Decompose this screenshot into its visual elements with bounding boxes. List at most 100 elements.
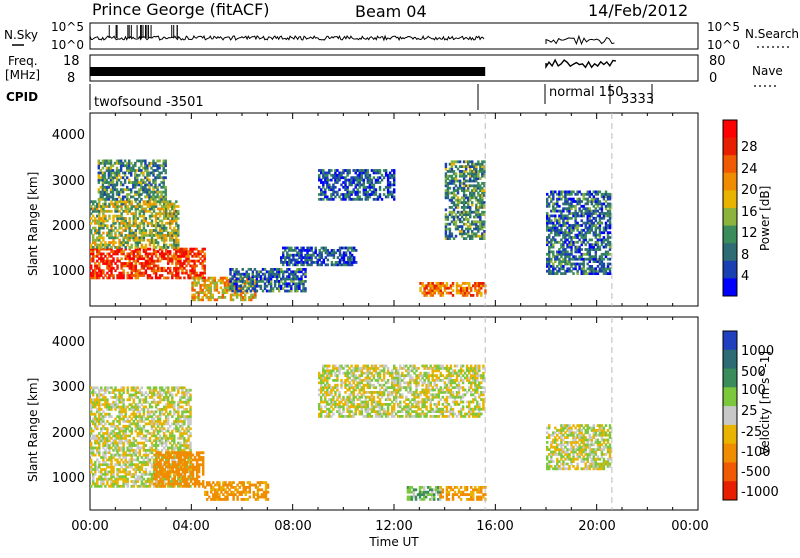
heatmap-cell bbox=[359, 172, 361, 175]
heatmap-cell bbox=[116, 250, 118, 253]
heatmap-cell bbox=[139, 449, 141, 452]
heatmap-cell bbox=[572, 272, 574, 275]
heatmap-cell bbox=[145, 229, 147, 232]
heatmap-cell bbox=[122, 449, 124, 452]
heatmap-cell bbox=[250, 290, 252, 293]
heatmap-cell bbox=[129, 220, 131, 223]
heatmap-cell bbox=[149, 244, 151, 247]
heatmap-cell bbox=[114, 227, 116, 230]
heatmap-cell bbox=[268, 290, 270, 293]
heatmap-cell bbox=[133, 401, 135, 404]
heatmap-cell bbox=[139, 227, 141, 230]
heatmap-cell bbox=[118, 461, 120, 464]
heatmap-cell bbox=[153, 203, 155, 206]
heatmap-cell bbox=[481, 168, 483, 171]
heatmap-cell bbox=[153, 205, 155, 208]
heatmap-cell bbox=[276, 280, 278, 283]
heatmap-cell bbox=[108, 176, 110, 179]
heatmap-cell bbox=[572, 191, 574, 194]
heatmap-cell bbox=[147, 386, 149, 389]
heatmap-cell bbox=[94, 415, 96, 418]
heatmap-cell bbox=[216, 284, 218, 287]
heatmap-cell bbox=[242, 278, 244, 281]
heatmap-cell bbox=[609, 231, 611, 234]
heatmap-cell bbox=[572, 200, 574, 203]
heatmap-cell bbox=[483, 189, 485, 192]
heatmap-cell bbox=[452, 294, 454, 297]
heatmap-cell bbox=[96, 425, 98, 428]
heatmap-cell bbox=[440, 289, 442, 292]
heatmap-cell bbox=[141, 386, 143, 389]
heatmap-cell bbox=[554, 215, 556, 218]
heatmap-cell bbox=[334, 172, 336, 175]
heatmap-cell bbox=[125, 408, 127, 411]
heatmap-cell bbox=[479, 177, 481, 180]
heatmap-cell bbox=[328, 188, 330, 191]
heatmap-cell bbox=[457, 206, 459, 209]
heatmap-cell bbox=[108, 229, 110, 232]
heatmap-cell bbox=[461, 228, 463, 231]
heatmap-cell bbox=[214, 286, 216, 289]
heatmap-cell bbox=[135, 389, 137, 392]
heatmap-cell bbox=[340, 174, 342, 177]
heatmap-cell bbox=[147, 423, 149, 426]
heatmap-cell bbox=[564, 248, 566, 251]
heatmap-cell bbox=[100, 260, 102, 263]
heatmap-cell bbox=[599, 191, 601, 194]
heatmap-cell bbox=[554, 191, 556, 194]
heatmap-cell bbox=[155, 274, 157, 277]
heatmap-cell bbox=[102, 480, 104, 483]
heatmap-cell bbox=[328, 169, 330, 172]
heatmap-cell bbox=[110, 272, 112, 275]
heatmap-cell bbox=[609, 253, 611, 256]
heatmap-cell bbox=[114, 234, 116, 237]
heatmap-cell bbox=[474, 287, 476, 290]
heatmap-cell bbox=[393, 179, 395, 182]
heatmap-cell bbox=[331, 261, 333, 264]
heatmap-cell bbox=[597, 272, 599, 275]
heatmap-cell bbox=[135, 262, 137, 265]
heatmap-cell bbox=[193, 294, 195, 297]
heatmap-cell bbox=[329, 251, 331, 254]
heatmap-cell bbox=[110, 262, 112, 265]
heatmap-cell bbox=[116, 442, 118, 445]
heatmap-cell bbox=[90, 471, 92, 474]
heatmap-cell bbox=[191, 269, 193, 272]
heatmap-cell bbox=[122, 401, 124, 404]
heatmap-cell bbox=[183, 267, 185, 270]
heatmap-cell bbox=[122, 410, 124, 413]
heatmap-cell bbox=[155, 239, 157, 242]
heatmap-cell bbox=[108, 447, 110, 450]
heatmap-cell bbox=[583, 229, 585, 232]
heatmap-cell bbox=[447, 216, 449, 219]
heatmap-cell bbox=[572, 255, 574, 258]
heatmap-cell bbox=[92, 200, 94, 203]
heatmap-cell bbox=[199, 257, 201, 260]
heatmap-cell bbox=[451, 168, 453, 171]
heatmap-cell bbox=[145, 272, 147, 275]
heatmap-cell bbox=[231, 278, 233, 281]
heatmap-cell bbox=[320, 191, 322, 194]
heatmap-cell bbox=[465, 184, 467, 187]
heatmap-cell bbox=[110, 160, 112, 163]
heatmap-cell bbox=[122, 483, 124, 486]
heatmap-cell bbox=[100, 255, 102, 258]
heatmap-cell bbox=[92, 220, 94, 223]
heatmap-cell bbox=[562, 265, 564, 268]
heatmap-cell bbox=[177, 430, 179, 433]
heatmap-cell bbox=[108, 277, 110, 280]
heatmap-cell bbox=[268, 270, 270, 273]
heatmap-cell bbox=[597, 193, 599, 196]
heatmap-cell bbox=[108, 459, 110, 462]
heatmap-cell bbox=[106, 473, 108, 476]
heatmap-cell bbox=[163, 179, 165, 182]
heatmap-cell bbox=[100, 471, 102, 474]
heatmap-cell bbox=[457, 168, 459, 171]
heatmap-cell bbox=[449, 223, 451, 226]
heatmap-cell bbox=[116, 191, 118, 194]
heatmap-cell bbox=[112, 466, 114, 469]
heatmap-cell bbox=[326, 196, 328, 199]
heatmap-cell bbox=[131, 203, 133, 206]
heatmap-cell bbox=[595, 241, 597, 244]
heatmap-cell bbox=[321, 247, 323, 250]
